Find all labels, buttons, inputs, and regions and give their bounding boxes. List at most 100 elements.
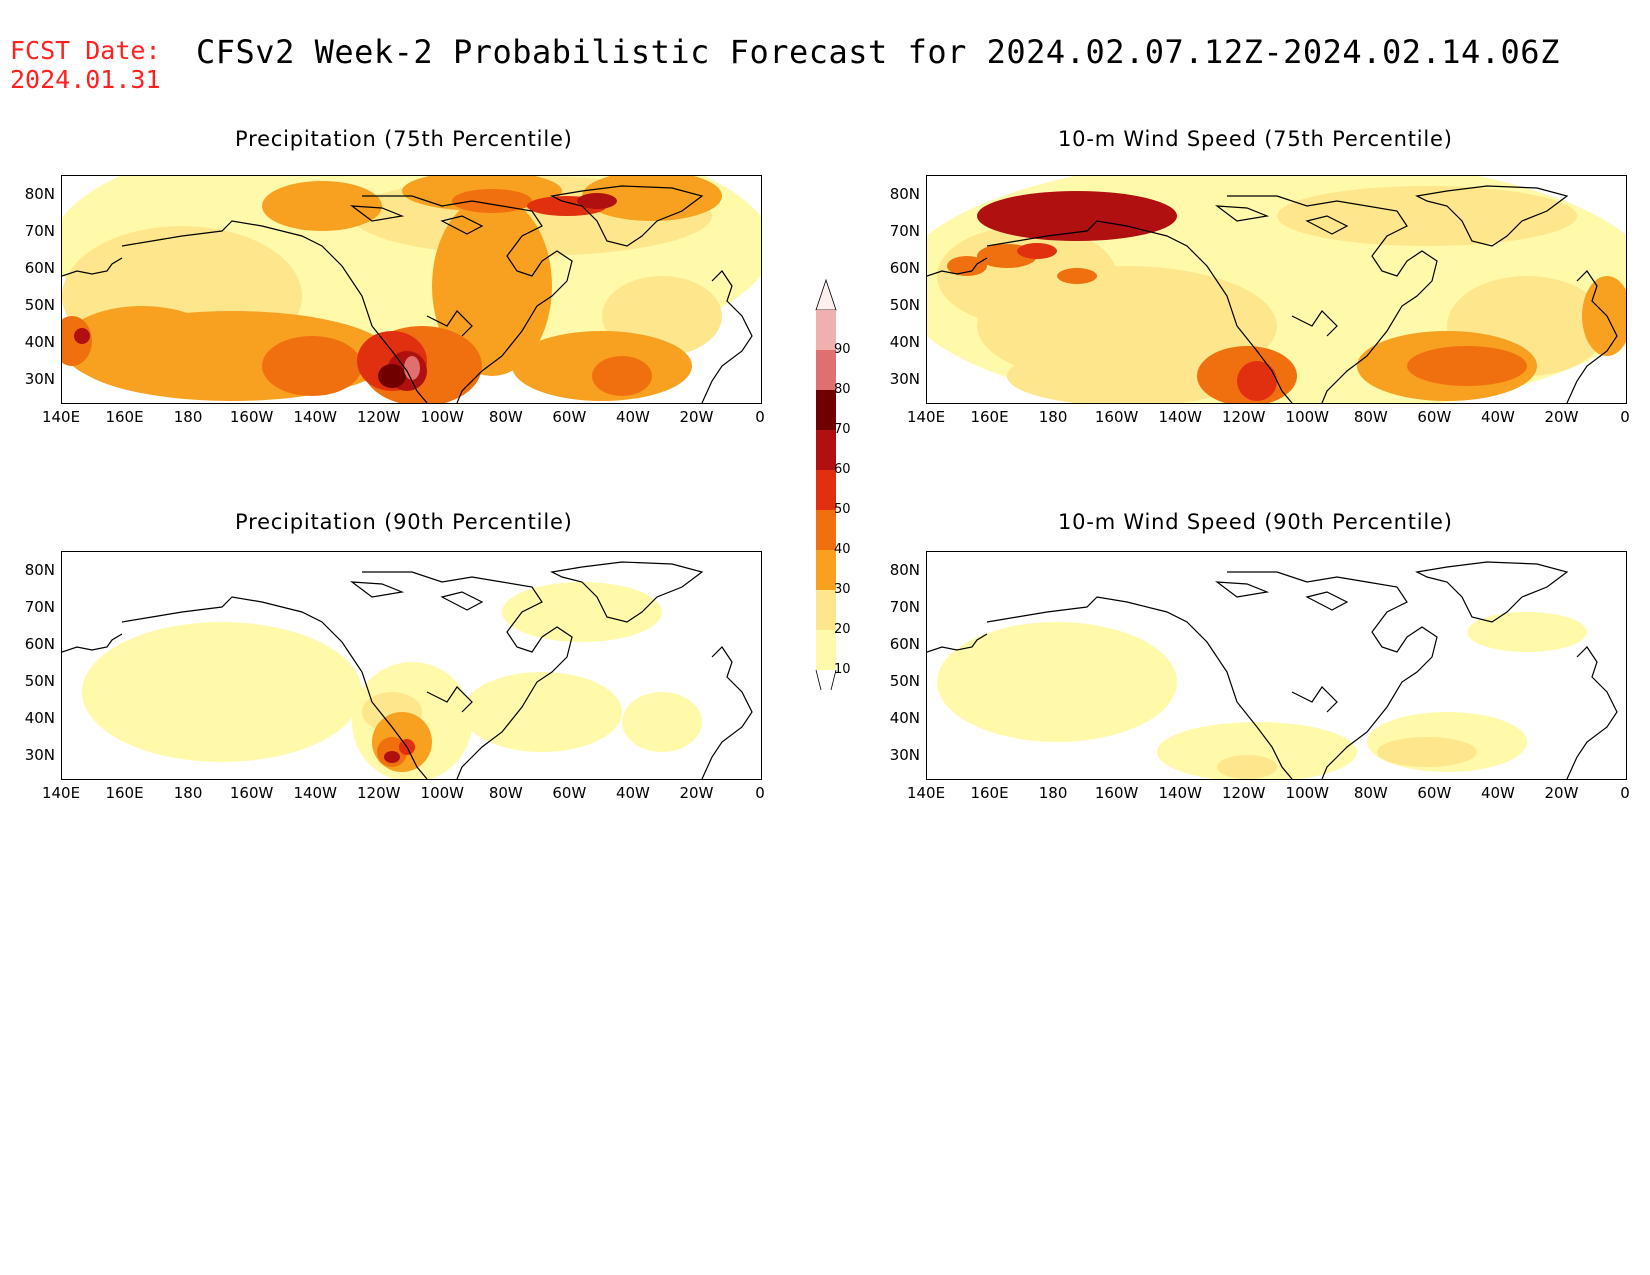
coastline-segment bbox=[1415, 185, 1569, 247]
fcst-date-value: 2024.01.31 bbox=[10, 65, 161, 94]
probability-contour bbox=[977, 191, 1177, 241]
lat-tick-label: 50N bbox=[889, 296, 920, 314]
lon-tick-label: 80W bbox=[488, 408, 523, 426]
colorbar-level-label: 70 bbox=[834, 422, 851, 437]
coastline bbox=[62, 561, 753, 779]
probability-contour bbox=[937, 622, 1177, 742]
colorbar-level-label: 80 bbox=[834, 382, 851, 397]
lat-tick-label: 40N bbox=[889, 333, 920, 351]
lon-tick-label: 60W bbox=[1417, 784, 1452, 802]
probability-contour bbox=[577, 193, 617, 209]
lat-tick-label: 70N bbox=[889, 598, 920, 616]
lon-tick-label: 180 bbox=[173, 784, 203, 802]
lon-tick-label: 40W bbox=[1480, 784, 1515, 802]
coastline-segment bbox=[1566, 646, 1618, 779]
coastline-segment bbox=[440, 591, 484, 611]
coastline-segment bbox=[927, 633, 988, 653]
lon-tick-label: 20W bbox=[1544, 784, 1579, 802]
probability-contour bbox=[74, 328, 90, 344]
lon-tick-label: 40W bbox=[615, 408, 650, 426]
probability-contour bbox=[384, 751, 400, 763]
coastline-segment bbox=[550, 185, 704, 247]
probability-contour bbox=[502, 582, 662, 642]
coastline-segment bbox=[986, 596, 1293, 779]
lon-tick-label: 60W bbox=[1417, 408, 1452, 426]
coastline-segment bbox=[1227, 571, 1438, 779]
probability-contour bbox=[1217, 755, 1277, 779]
fcst-date-label: FCST Date: bbox=[10, 36, 161, 65]
lon-tick-label: 100W bbox=[1285, 784, 1329, 802]
panel-title: Precipitation (90th Percentile) bbox=[235, 510, 573, 534]
colorbar-cap-bottom bbox=[815, 669, 837, 690]
main-title: CFSv2 Week-2 Probabilistic Forecast for … bbox=[196, 33, 1560, 71]
lon-tick-label: 160E bbox=[970, 408, 1009, 426]
lon-tick-label: 20W bbox=[679, 784, 714, 802]
probability-contour bbox=[82, 622, 362, 762]
lon-tick-label: 80W bbox=[1353, 784, 1388, 802]
lon-tick-label: 0 bbox=[1620, 784, 1630, 802]
lon-tick-label: 140W bbox=[1158, 408, 1202, 426]
colorbar-swatch bbox=[816, 310, 836, 350]
colorbar-level-label: 10 bbox=[834, 662, 851, 677]
map-field bbox=[62, 176, 761, 403]
coastline-segment bbox=[1305, 215, 1349, 235]
map-plot-precip-75 bbox=[61, 175, 762, 404]
lat-tick-label: 30N bbox=[889, 746, 920, 764]
coastline bbox=[927, 561, 1618, 779]
lon-tick-label: 20W bbox=[679, 408, 714, 426]
lat-tick-label: 50N bbox=[24, 672, 55, 690]
coastline-segment bbox=[1215, 581, 1270, 598]
lon-tick-label: 160W bbox=[1094, 408, 1139, 426]
coastline-segment bbox=[62, 257, 123, 277]
probability-contour bbox=[997, 627, 1077, 657]
map-field bbox=[927, 176, 1626, 403]
lat-tick-label: 80N bbox=[889, 561, 920, 579]
map-field bbox=[927, 561, 1618, 779]
lon-tick-label: 140W bbox=[293, 784, 337, 802]
coastline-segment bbox=[350, 581, 405, 598]
coastline-segment bbox=[440, 215, 484, 235]
lon-tick-label: 160W bbox=[229, 784, 274, 802]
coastline-segment bbox=[927, 257, 988, 277]
probability-contour bbox=[404, 356, 420, 380]
lon-tick-label: 0 bbox=[755, 784, 765, 802]
lat-tick-label: 60N bbox=[889, 259, 920, 277]
colorbar-level-label: 20 bbox=[834, 622, 851, 637]
lat-tick-label: 80N bbox=[24, 561, 55, 579]
lon-tick-label: 120W bbox=[1221, 784, 1266, 802]
lon-tick-label: 120W bbox=[1221, 408, 1266, 426]
lon-tick-label: 160E bbox=[970, 784, 1009, 802]
lon-tick-label: 100W bbox=[1285, 408, 1329, 426]
probability-contour bbox=[1582, 276, 1626, 356]
colorbar-swatch bbox=[816, 350, 836, 390]
lon-tick-label: 60W bbox=[552, 784, 587, 802]
probability-contour bbox=[1277, 186, 1577, 246]
lon-tick-label: 180 bbox=[1038, 408, 1068, 426]
coastline bbox=[927, 185, 1618, 403]
probability-contour bbox=[1157, 722, 1357, 779]
lon-tick-label: 40W bbox=[1480, 408, 1515, 426]
coastline-segment bbox=[986, 220, 1293, 403]
lon-tick-label: 60W bbox=[552, 408, 587, 426]
lon-tick-label: 80W bbox=[488, 784, 523, 802]
coastline-segment bbox=[62, 633, 123, 653]
panel-title: 10-m Wind Speed (75th Percentile) bbox=[1058, 127, 1453, 151]
probability-contour bbox=[1407, 346, 1527, 386]
lat-tick-label: 40N bbox=[889, 709, 920, 727]
colorbar-swatch bbox=[816, 510, 836, 550]
lat-tick-label: 30N bbox=[24, 746, 55, 764]
lat-tick-label: 70N bbox=[889, 222, 920, 240]
lon-tick-label: 120W bbox=[356, 784, 401, 802]
coastline-segment bbox=[121, 220, 428, 403]
colorbar-swatch bbox=[816, 550, 836, 590]
probability-contour bbox=[1007, 346, 1247, 403]
probability-contour bbox=[378, 364, 406, 388]
coastline-segment bbox=[1215, 205, 1270, 222]
colorbar-swatch bbox=[816, 470, 836, 510]
coastline-segment bbox=[1291, 686, 1338, 713]
lon-tick-label: 140W bbox=[293, 408, 337, 426]
fcst-date-block: FCST Date: 2024.01.31 bbox=[10, 36, 161, 94]
probability-contour bbox=[622, 692, 702, 752]
probability-contour bbox=[1467, 612, 1587, 652]
lon-tick-label: 0 bbox=[1620, 408, 1630, 426]
